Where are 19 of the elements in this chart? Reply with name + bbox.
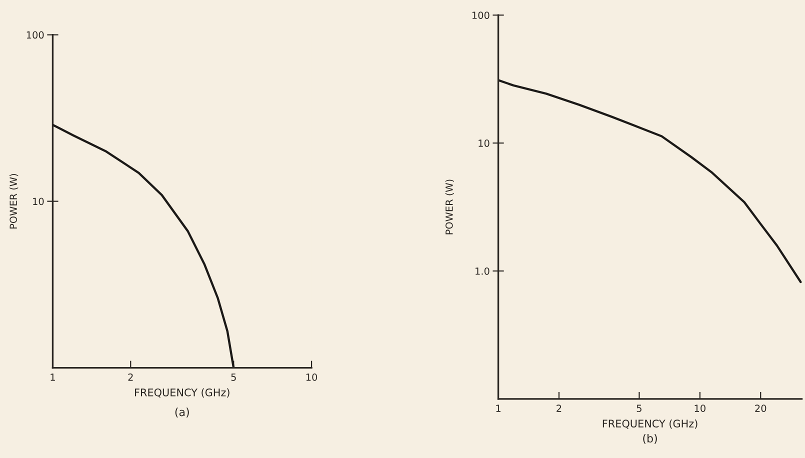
- x-axis-title: FREQUENCY (GHz): [602, 419, 698, 429]
- y-axis-title: POWER (W): [445, 180, 454, 234]
- x-tick-label: 20: [755, 404, 766, 412]
- x-tick-label: 2: [128, 374, 133, 381]
- x-tick-label: 2: [556, 404, 562, 412]
- x-tick-label: 1: [50, 374, 55, 381]
- text: (a): [175, 408, 189, 418]
- y-tick-label: 1.0: [476, 267, 490, 275]
- y-axis-title: POWER (W): [9, 174, 18, 228]
- x-tick-label: 10: [694, 404, 706, 412]
- x-tick-label: 5: [636, 404, 642, 412]
- y-tick-label: 10: [478, 140, 490, 147]
- text: (b): [643, 434, 657, 444]
- y-tick-label: 100: [26, 31, 44, 39]
- x-tick-label: 5: [231, 374, 236, 381]
- y-tick-label: 100: [472, 12, 490, 19]
- x-tick-label: 10: [306, 374, 318, 381]
- x-tick-label: 1: [496, 404, 500, 412]
- x-axis-title: FREQUENCY (GHz): [135, 388, 230, 398]
